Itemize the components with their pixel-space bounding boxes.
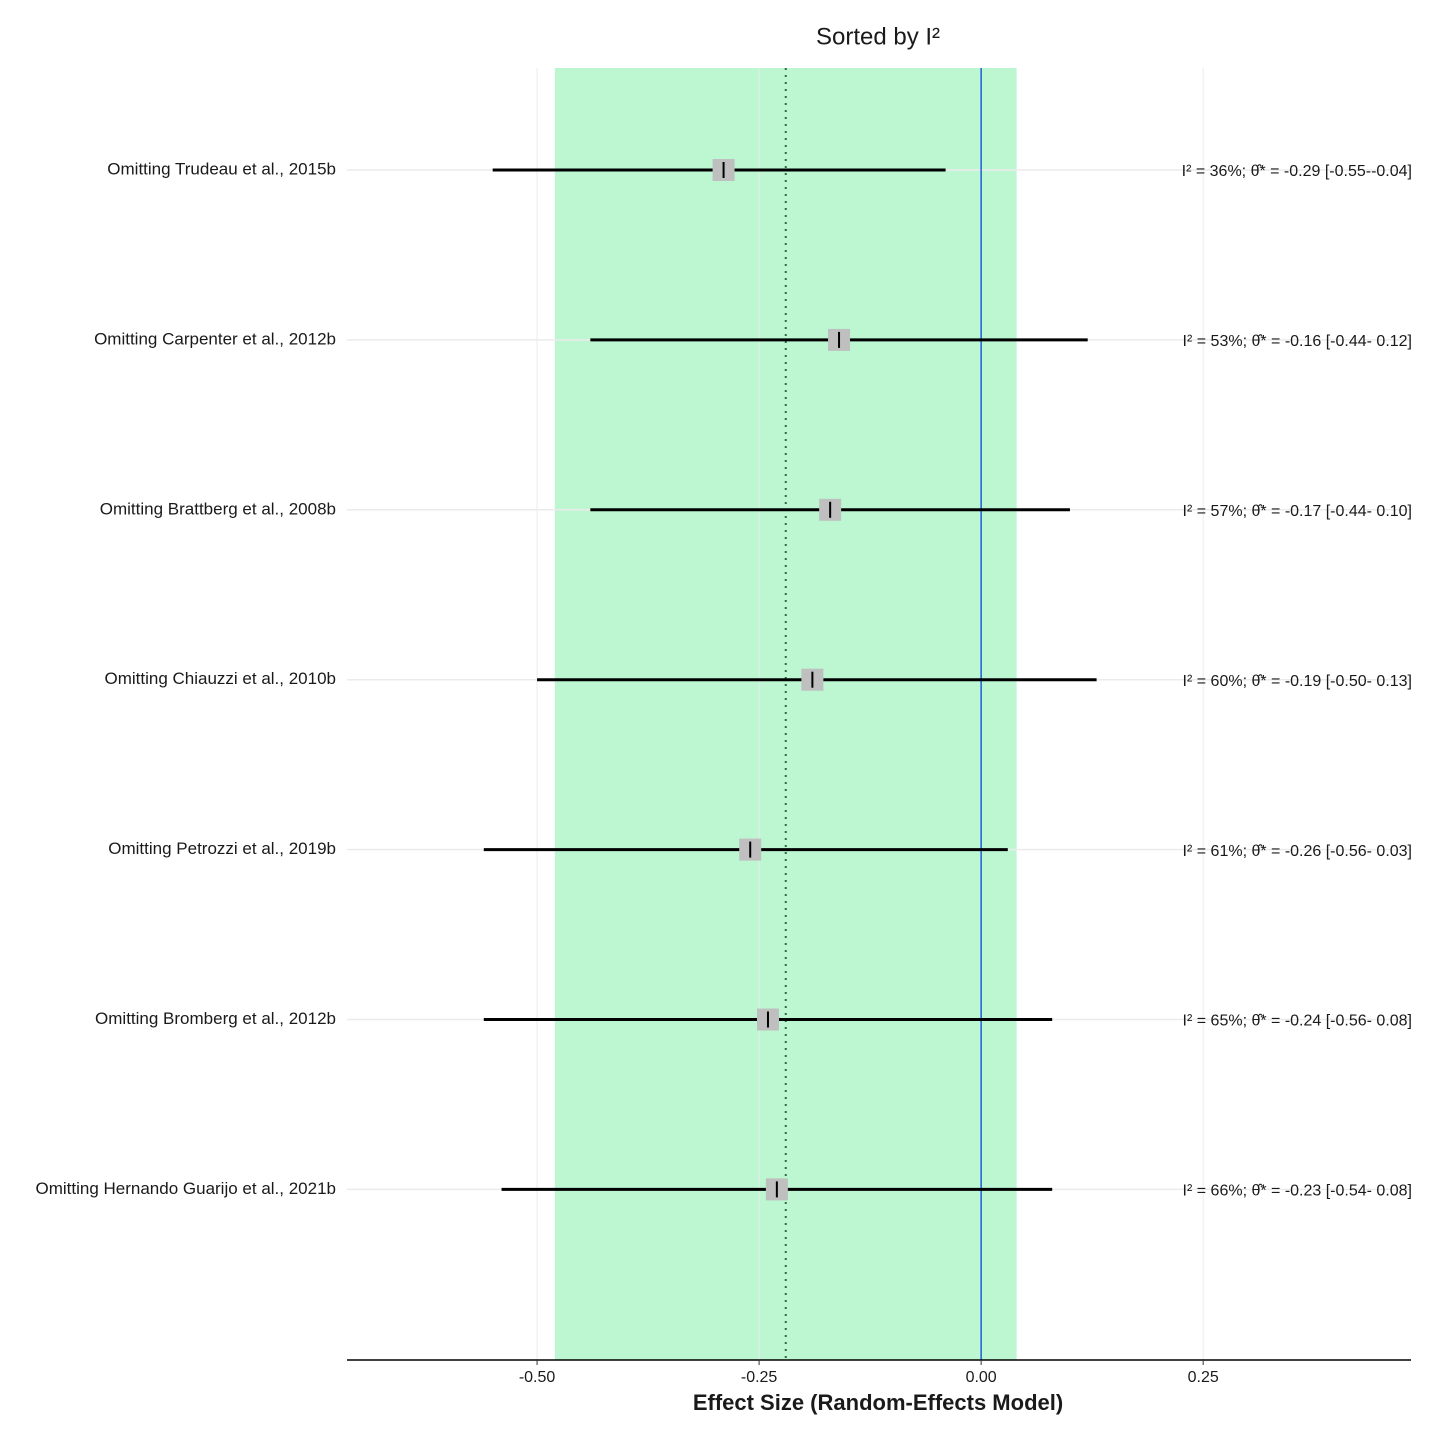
x-tick-label: 0.00 (966, 1369, 997, 1386)
x-tick-label: -0.50 (519, 1369, 556, 1386)
x-tick-label: -0.25 (741, 1369, 778, 1386)
row-annotation: I² = 65%; θ̂* = -0.24 [-0.56- 0.08] (1183, 1013, 1412, 1030)
row-label: Omitting Brattberg et al., 2008b (100, 499, 336, 518)
x-tick-label: 0.25 (1188, 1369, 1219, 1386)
row-annotation: I² = 60%; θ̂* = -0.19 [-0.50- 0.13] (1183, 673, 1412, 690)
row-annotation: I² = 36%; θ̂* = -0.29 [-0.55--0.04] (1182, 163, 1412, 180)
row-label: Omitting Hernando Guarijo et al., 2021b (35, 1179, 336, 1198)
row-annotation: I² = 61%; θ̂* = -0.26 [-0.56- 0.03] (1183, 843, 1412, 860)
chart-title: Sorted by I² (816, 23, 940, 50)
row-annotation: I² = 66%; θ̂* = -0.23 [-0.54- 0.08] (1183, 1183, 1412, 1200)
row-label: Omitting Petrozzi et al., 2019b (108, 839, 336, 858)
row-label: Omitting Bromberg et al., 2012b (95, 1009, 336, 1028)
row-annotation: I² = 53%; θ̂* = -0.16 [-0.44- 0.12] (1183, 333, 1412, 350)
row-label: Omitting Carpenter et al., 2012b (94, 329, 336, 348)
row-label: Omitting Chiauzzi et al., 2010b (104, 669, 336, 688)
row-label: Omitting Trudeau et al., 2015b (107, 159, 336, 178)
x-axis-label: Effect Size (Random-Effects Model) (693, 1390, 1063, 1415)
row-annotation: I² = 57%; θ̂* = -0.17 [-0.44- 0.10] (1183, 503, 1412, 520)
